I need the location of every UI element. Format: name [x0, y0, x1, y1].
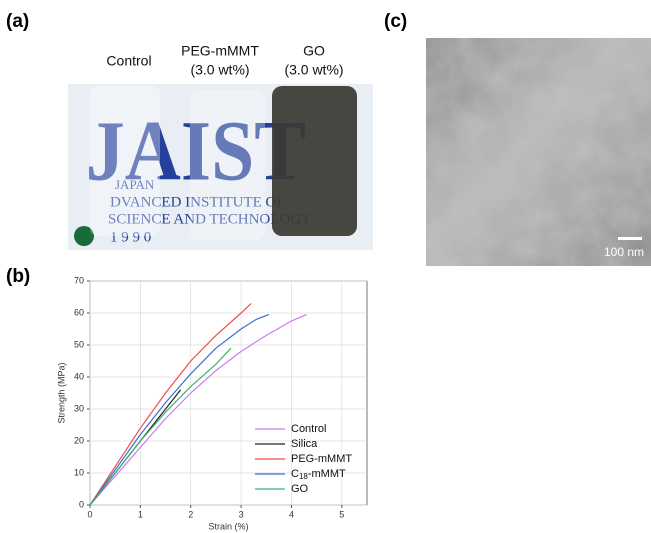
x-tick-label: 2	[188, 509, 193, 519]
line-series	[89, 314, 270, 506]
legend-label: Silica	[291, 438, 318, 450]
photo-label: (3.0 wt%)	[284, 62, 343, 78]
y-tick-label: 0	[79, 499, 84, 509]
x-tick-label: 5	[339, 509, 344, 519]
logo: JAIST	[86, 103, 306, 199]
line-series	[89, 314, 307, 506]
y-tick-label: 10	[74, 467, 84, 477]
tem-image: 100 nm	[426, 38, 651, 266]
line-series	[89, 302, 252, 506]
x-tick-label: 0	[87, 509, 92, 519]
panel-label: (b)	[6, 266, 30, 287]
legend-label: PEG-mMMT	[291, 453, 352, 465]
y-tick-label: 60	[74, 307, 84, 317]
y-axis-label: Strength (MPa)	[56, 362, 66, 423]
y-tick-label: 70	[74, 275, 84, 285]
x-tick-label: 4	[289, 509, 294, 519]
line-series	[89, 347, 232, 506]
photo-label: (3.0 wt%)	[190, 62, 249, 78]
legend-label: C18-mMMT	[291, 468, 346, 481]
y-tick-label: 40	[74, 371, 84, 381]
photo: JAIST JAPAN DVANCED INSTITUTE OF SCIENCE…	[68, 84, 373, 250]
panel-label: (c)	[384, 11, 407, 32]
photo-label: PEG-mMMT	[181, 43, 259, 59]
x-axis-label: Strain (%)	[208, 521, 248, 531]
plot-area	[89, 280, 368, 506]
legend-label: GO	[291, 483, 309, 495]
x-tick-label: 1	[138, 509, 143, 519]
logo-text: SCIENCE AND TECHNOLOGY	[108, 211, 312, 227]
logo-text: 1 9 9 0	[110, 229, 151, 245]
scale-bar-label: 100 nm	[604, 245, 644, 259]
legend-label: Control	[291, 423, 326, 435]
y-tick-label: 50	[74, 339, 84, 349]
panel-label: (a)	[6, 11, 29, 32]
y-tick-label: 30	[74, 403, 84, 413]
photo-label: Control	[106, 53, 151, 69]
y-tick-label: 20	[74, 435, 84, 445]
logo-text: DVANCED INSTITUTE OF	[110, 194, 285, 210]
logo-text: JAPAN	[115, 177, 155, 192]
photo-label: GO	[303, 43, 325, 59]
x-tick-label: 3	[239, 509, 244, 519]
